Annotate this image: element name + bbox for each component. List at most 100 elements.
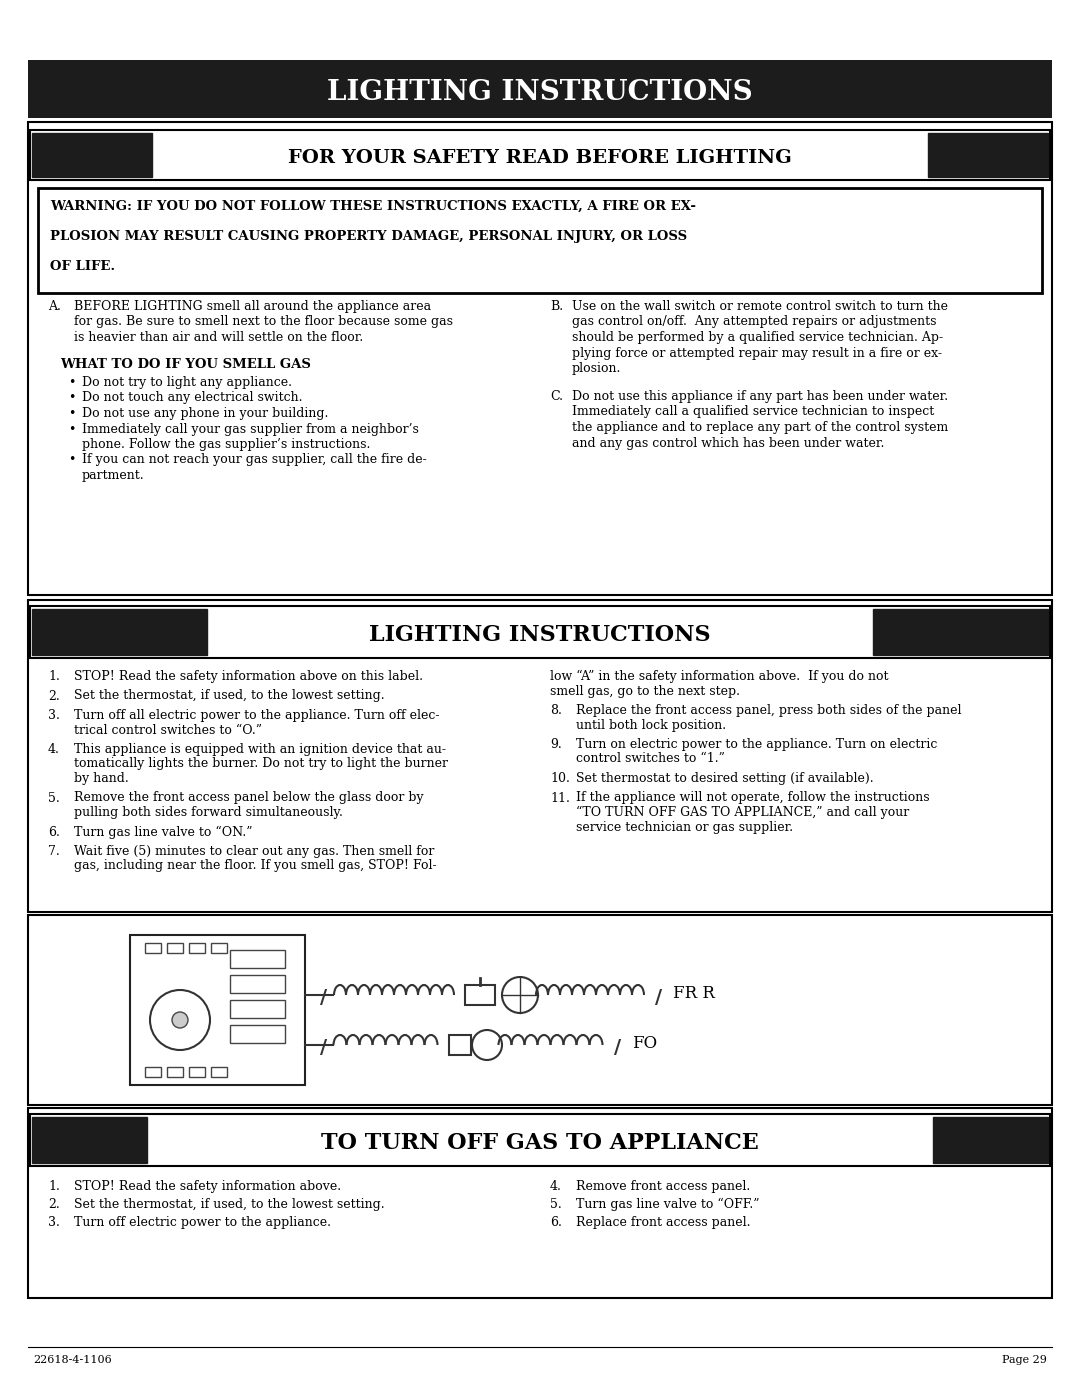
Text: Turn gas line valve to “ON.”: Turn gas line valve to “ON.” xyxy=(75,826,253,838)
Text: phone. Follow the gas supplier’s instructions.: phone. Follow the gas supplier’s instruc… xyxy=(82,439,370,451)
Text: •: • xyxy=(68,376,76,388)
Text: pulling both sides forward simultaneously.: pulling both sides forward simultaneousl… xyxy=(75,806,342,819)
Bar xyxy=(30,130,1050,180)
Text: 2.: 2. xyxy=(48,690,59,703)
Bar xyxy=(928,133,1048,177)
Text: FOR YOUR SAFETY READ BEFORE LIGHTING: FOR YOUR SAFETY READ BEFORE LIGHTING xyxy=(288,149,792,168)
Text: If you can not reach your gas supplier, call the fire de-: If you can not reach your gas supplier, … xyxy=(82,454,427,467)
Text: Set the thermostat, if used, to the lowest setting.: Set the thermostat, if used, to the lowe… xyxy=(75,690,384,703)
Text: until both lock position.: until both lock position. xyxy=(576,718,726,732)
Text: LIGHTING INSTRUCTIONS: LIGHTING INSTRUCTIONS xyxy=(369,624,711,645)
Bar xyxy=(167,943,183,953)
Text: STOP! Read the safety information above.: STOP! Read the safety information above. xyxy=(75,1180,341,1193)
Bar xyxy=(32,1118,147,1162)
Text: Do not use any phone in your building.: Do not use any phone in your building. xyxy=(82,407,328,420)
Circle shape xyxy=(150,990,210,1051)
Bar xyxy=(873,609,1048,655)
Text: Set the thermostat, if used, to the lowest setting.: Set the thermostat, if used, to the lowe… xyxy=(75,1199,384,1211)
Bar xyxy=(933,1118,1048,1162)
Text: 10.: 10. xyxy=(550,773,570,785)
Bar xyxy=(145,943,161,953)
Bar xyxy=(145,1067,161,1077)
Text: Use on the wall switch or remote control switch to turn the: Use on the wall switch or remote control… xyxy=(572,300,948,313)
Bar xyxy=(449,1035,471,1055)
Text: 7.: 7. xyxy=(48,845,59,858)
Text: 2.: 2. xyxy=(48,1199,59,1211)
Text: Turn off electric power to the appliance.: Turn off electric power to the appliance… xyxy=(75,1215,330,1229)
Text: FR R: FR R xyxy=(673,985,715,1002)
Bar xyxy=(28,1108,1052,1298)
Text: If the appliance will not operate, follow the instructions: If the appliance will not operate, follo… xyxy=(576,792,930,805)
Text: 3.: 3. xyxy=(48,710,59,722)
Text: Page 29: Page 29 xyxy=(1002,1355,1047,1365)
Bar xyxy=(30,606,1050,658)
Text: Do not touch any electrical switch.: Do not touch any electrical switch. xyxy=(82,391,302,405)
Text: A.: A. xyxy=(48,300,60,313)
Text: WARNING: IF YOU DO NOT FOLLOW THESE INSTRUCTIONS EXACTLY, A FIRE OR EX-: WARNING: IF YOU DO NOT FOLLOW THESE INST… xyxy=(50,200,696,212)
Bar xyxy=(211,943,227,953)
Text: •: • xyxy=(68,422,76,436)
Text: •: • xyxy=(68,454,76,467)
Text: Turn on electric power to the appliance. Turn on electric: Turn on electric power to the appliance.… xyxy=(576,738,937,752)
Text: tomatically lights the burner. Do not try to light the burner: tomatically lights the burner. Do not tr… xyxy=(75,757,448,771)
Bar xyxy=(28,60,1052,117)
Text: PLOSION MAY RESULT CAUSING PROPERTY DAMAGE, PERSONAL INJURY, OR LOSS: PLOSION MAY RESULT CAUSING PROPERTY DAMA… xyxy=(50,231,687,243)
Bar xyxy=(130,935,305,1085)
Circle shape xyxy=(172,1011,188,1028)
Text: /: / xyxy=(320,988,327,1007)
Bar xyxy=(28,599,1052,912)
Text: partment.: partment. xyxy=(82,469,145,482)
Text: This appliance is equipped with an ignition device that au-: This appliance is equipped with an ignit… xyxy=(75,743,446,756)
Text: 4.: 4. xyxy=(48,743,59,756)
Text: 5.: 5. xyxy=(550,1199,562,1211)
Text: Immediately call a qualified service technician to inspect: Immediately call a qualified service tec… xyxy=(572,405,934,419)
Text: 5.: 5. xyxy=(48,792,59,805)
Text: 11.: 11. xyxy=(550,792,570,805)
Bar xyxy=(189,943,205,953)
Text: /: / xyxy=(320,1038,327,1058)
Text: /: / xyxy=(654,988,662,1007)
Text: Turn off all electric power to the appliance. Turn off elec-: Turn off all electric power to the appli… xyxy=(75,710,440,722)
Text: should be performed by a qualified service technician. Ap-: should be performed by a qualified servi… xyxy=(572,331,943,344)
Bar xyxy=(167,1067,183,1077)
Bar xyxy=(465,985,495,1004)
Bar xyxy=(230,975,285,993)
Text: •: • xyxy=(68,407,76,420)
Text: plosion.: plosion. xyxy=(572,362,621,374)
Text: by hand.: by hand. xyxy=(75,773,129,785)
Text: FO: FO xyxy=(632,1035,657,1052)
Bar xyxy=(211,1067,227,1077)
Bar xyxy=(32,609,207,655)
Text: 8.: 8. xyxy=(550,704,562,717)
Text: •: • xyxy=(68,391,76,405)
Text: plying force or attempted repair may result in a fire or ex-: plying force or attempted repair may res… xyxy=(572,346,942,359)
Bar xyxy=(189,1067,205,1077)
Text: Turn gas line valve to “OFF.”: Turn gas line valve to “OFF.” xyxy=(576,1199,759,1211)
Text: 9.: 9. xyxy=(550,738,562,752)
Circle shape xyxy=(472,1030,502,1060)
Text: gas, including near the floor. If you smell gas, STOP! Fol-: gas, including near the floor. If you sm… xyxy=(75,859,436,873)
Text: control switches to “1.”: control switches to “1.” xyxy=(576,753,725,766)
Text: Do not try to light any appliance.: Do not try to light any appliance. xyxy=(82,376,292,388)
Text: Wait five (5) minutes to clear out any gas. Then smell for: Wait five (5) minutes to clear out any g… xyxy=(75,845,434,858)
Bar xyxy=(28,915,1052,1105)
Bar xyxy=(230,1025,285,1044)
Bar xyxy=(30,1113,1050,1166)
Text: “TO TURN OFF GAS TO APPLIANCE,” and call your: “TO TURN OFF GAS TO APPLIANCE,” and call… xyxy=(576,806,909,819)
Text: Do not use this appliance if any part has been under water.: Do not use this appliance if any part ha… xyxy=(572,390,948,402)
Text: STOP! Read the safety information above on this label.: STOP! Read the safety information above … xyxy=(75,671,423,683)
Text: gas control on/off.  Any attempted repairs or adjustments: gas control on/off. Any attempted repair… xyxy=(572,316,936,328)
Bar xyxy=(38,189,1042,293)
Text: 6.: 6. xyxy=(48,826,59,838)
Text: Remove front access panel.: Remove front access panel. xyxy=(576,1180,751,1193)
Text: Set thermostat to desired setting (if available).: Set thermostat to desired setting (if av… xyxy=(576,773,874,785)
Text: WHAT TO DO IF YOU SMELL GAS: WHAT TO DO IF YOU SMELL GAS xyxy=(60,358,311,372)
Text: is heavier than air and will settle on the floor.: is heavier than air and will settle on t… xyxy=(75,331,363,344)
Text: LIGHTING INSTRUCTIONS: LIGHTING INSTRUCTIONS xyxy=(327,80,753,106)
Text: 1.: 1. xyxy=(48,671,59,683)
Text: 4.: 4. xyxy=(550,1180,562,1193)
Text: the appliance and to replace any part of the control system: the appliance and to replace any part of… xyxy=(572,420,948,434)
Bar xyxy=(32,133,152,177)
Text: low “A” in the safety information above.  If you do not: low “A” in the safety information above.… xyxy=(550,671,889,683)
Bar xyxy=(28,122,1052,595)
